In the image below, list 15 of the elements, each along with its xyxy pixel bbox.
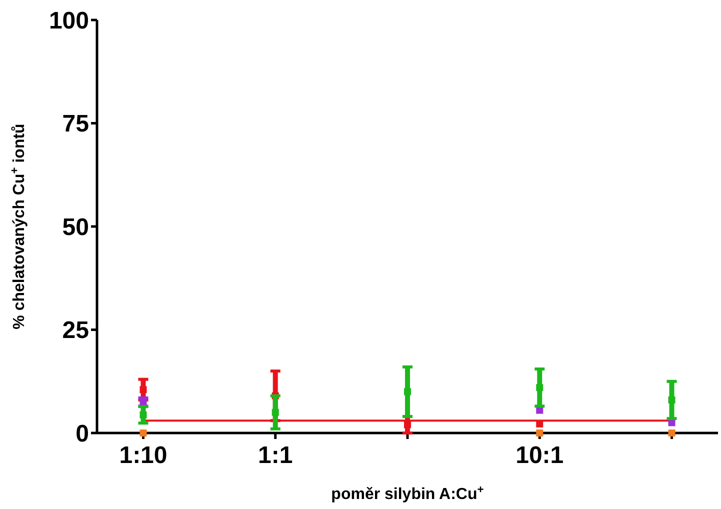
y-tick-label: 100 bbox=[48, 7, 89, 34]
point bbox=[140, 430, 147, 436]
y-tick-label: 0 bbox=[76, 420, 89, 448]
x-tick-label: 10:1 bbox=[516, 442, 564, 469]
point bbox=[404, 421, 411, 428]
point bbox=[668, 430, 676, 436]
y-tick-label: 50 bbox=[62, 214, 89, 241]
x-tick-label: 1:1 bbox=[258, 442, 293, 469]
point bbox=[536, 406, 544, 414]
y-tick-label: 75 bbox=[62, 110, 89, 138]
y-tick-label: 25 bbox=[62, 317, 89, 344]
point bbox=[536, 430, 544, 436]
x-tick-label: 1:10 bbox=[119, 442, 168, 469]
point bbox=[140, 386, 147, 394]
x-axis-title: poměr silybin A:Cu$^{+}$ bbox=[331, 484, 484, 503]
